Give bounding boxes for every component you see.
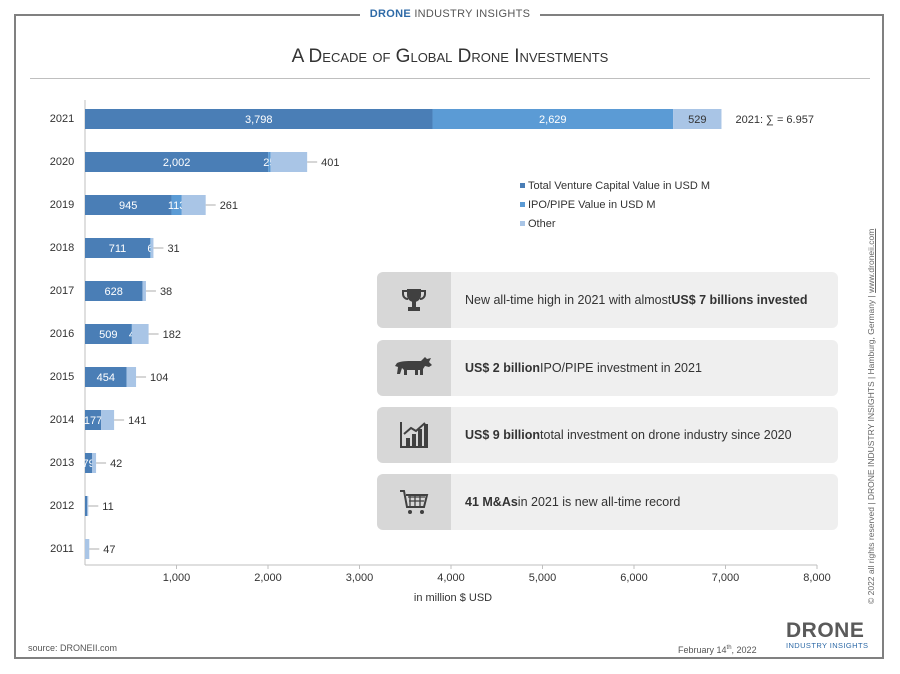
y-tick-label: 2014: [50, 414, 74, 426]
x-tick-label: 6,000: [620, 572, 648, 584]
y-tick-label: 2019: [50, 199, 74, 211]
legend-item-other: Other: [520, 214, 710, 233]
bar-segment: [268, 152, 271, 172]
bar-segment: [181, 195, 206, 215]
bar-segment: [150, 238, 154, 258]
data-label: 261: [220, 200, 238, 212]
bar-segment: [150, 238, 151, 258]
x-tick-label: 4,000: [437, 572, 465, 584]
bar-segment: [101, 410, 115, 430]
data-label: 628: [105, 286, 123, 298]
y-tick-label: 2016: [50, 328, 74, 340]
bar-segment: [85, 453, 93, 473]
legend-swatch: [520, 221, 525, 226]
y-tick-label: 2012: [50, 500, 74, 512]
x-tick-label: 2,000: [254, 572, 282, 584]
data-label: 113: [168, 200, 186, 212]
data-label: 945: [119, 200, 137, 212]
legend-swatch: [520, 202, 525, 207]
bar-segment: [270, 152, 308, 172]
bar-segment: [673, 109, 722, 129]
legend-item-vc: Total Venture Capital Value in USD M: [520, 176, 710, 195]
data-label: 177: [84, 415, 102, 427]
data-label: 3,798: [245, 114, 273, 126]
bar-segment: [85, 281, 143, 301]
bar-segment: [126, 367, 137, 387]
callout-m-and-a: 41 M&As in 2021 is new all-time record: [377, 474, 838, 530]
shopping-cart-icon: [377, 474, 451, 530]
bar-segment: [85, 109, 433, 129]
bar-segment: [142, 281, 146, 301]
data-label: 2,629: [539, 114, 567, 126]
legend-item-ipo: IPO/PIPE Value in USD M: [520, 195, 710, 214]
bar-segment: [85, 238, 151, 258]
x-tick-label: 7,000: [712, 572, 740, 584]
chart-title: A Decade of Global Drone Investments: [291, 46, 609, 67]
data-label: 6: [147, 243, 153, 255]
x-tick-label: 8,000: [803, 572, 831, 584]
data-label: 711: [109, 243, 127, 255]
data-label: 104: [150, 372, 168, 384]
source-note: source: DRONEII.com: [28, 643, 118, 653]
bar-segment: [85, 496, 88, 516]
data-label: 47: [103, 544, 115, 556]
total-annotation: 2021: ∑ = 6.957: [735, 114, 814, 126]
y-tick-label: 2021: [50, 113, 74, 125]
callout-total-investment: US$ 9 billion total investment on drone …: [377, 407, 838, 463]
bar-segment: [85, 195, 172, 215]
data-label: 2,002: [163, 157, 191, 169]
legend-swatch: [520, 183, 525, 188]
y-tick-label: 2020: [50, 156, 74, 168]
bull-icon: [377, 340, 451, 396]
x-axis-label: in million $ USD: [414, 592, 492, 604]
y-tick-label: 2018: [50, 242, 74, 254]
data-label: 42: [110, 458, 122, 470]
data-label: 401: [321, 157, 339, 169]
data-label: 141: [128, 415, 146, 427]
title-divider: [30, 78, 870, 79]
bar-segment: [85, 367, 127, 387]
copyright-sidebar: © 2022 all rights reserved | DRONE INDUS…: [866, 228, 876, 604]
bar-segment: [85, 410, 102, 430]
y-tick-label: 2013: [50, 457, 74, 469]
website-link[interactable]: www.droneii.com: [866, 228, 876, 293]
bar-segment: [432, 109, 674, 129]
brand-logo: DRONE INDUSTRY INSIGHTS: [786, 619, 869, 650]
bar-segment: [131, 324, 149, 344]
bar-segment: [171, 195, 182, 215]
data-label: 79: [82, 458, 94, 470]
data-label: 529: [688, 114, 706, 126]
trophy-icon: [377, 272, 451, 328]
y-tick-label: 2011: [50, 543, 74, 555]
data-label: 11: [102, 501, 113, 513]
callout-all-time-high: New all-time high in 2021 with almost US…: [377, 272, 838, 328]
x-tick-label: 1,000: [163, 572, 191, 584]
y-tick-label: 2015: [50, 371, 74, 383]
x-tick-label: 3,000: [346, 572, 374, 584]
bar-segment: [85, 539, 90, 559]
data-label: 38: [160, 286, 172, 298]
chart-legend: Total Venture Capital Value in USD M IPO…: [520, 176, 710, 233]
publish-date: February 14th, 2022: [678, 645, 757, 655]
data-label: 31: [167, 243, 179, 255]
bar-segment: [85, 152, 269, 172]
data-label: 454: [97, 372, 115, 384]
top-brand: DRONE INDUSTRY INSIGHTS: [0, 8, 900, 20]
callout-ipo: US$ 2 billion IPO/PIPE investment in 202…: [377, 340, 838, 396]
data-label: 182: [163, 329, 181, 341]
x-tick-label: 5,000: [529, 572, 557, 584]
bar-segment: [85, 324, 132, 344]
data-label: 509: [99, 329, 117, 341]
bar-segment: [87, 496, 89, 516]
growth-chart-icon: [377, 407, 451, 463]
bar-segment: [92, 453, 97, 473]
y-tick-label: 2017: [50, 285, 74, 297]
